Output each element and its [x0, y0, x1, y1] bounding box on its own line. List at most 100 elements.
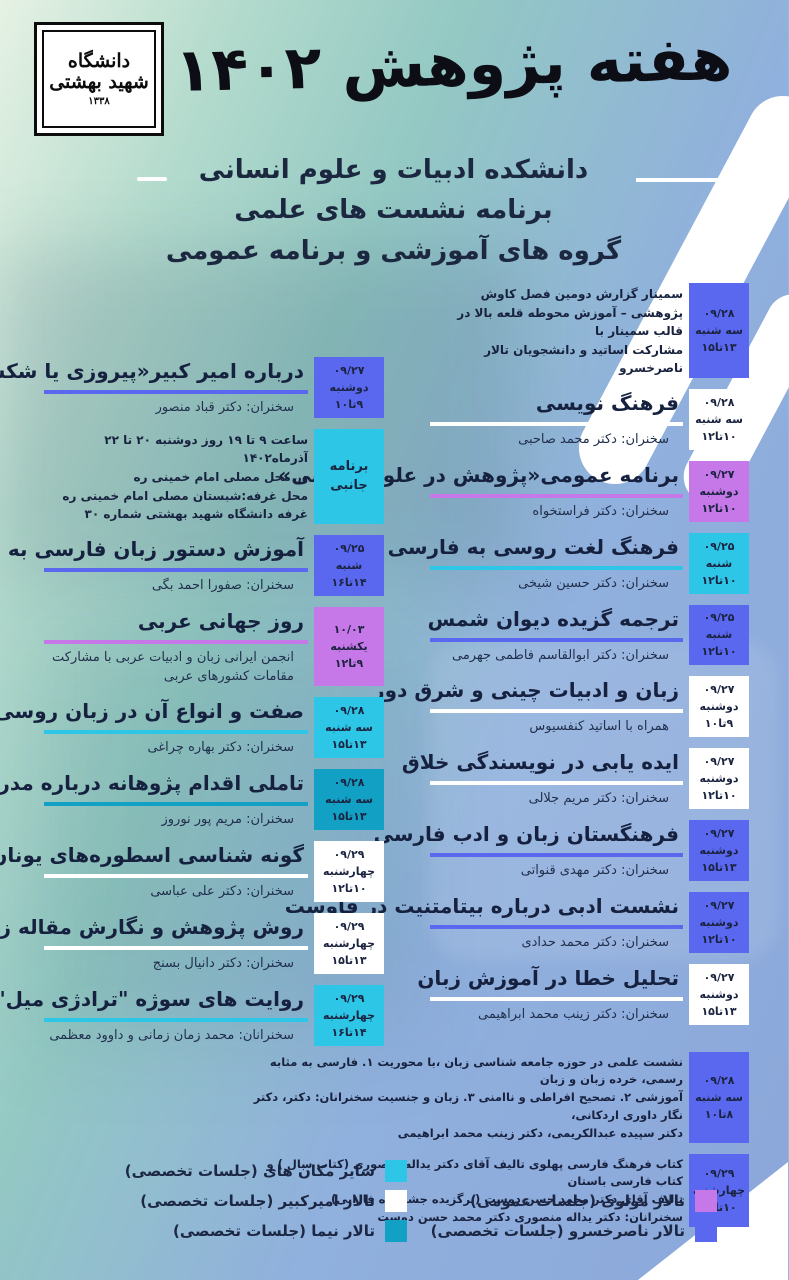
session-row: ۰۹/۲۷ دوشنبه ۹تا۱۰ زبان و ادبیات چینی و شرق… [374, 676, 750, 738]
date-chip: ۰۹/۲۸ سه شنبه ۸تا۱۰ [690, 1051, 750, 1143]
legend-label: تالار نیما (جلسات تخصصی) [174, 1222, 376, 1240]
chip-day: دوشنبه [700, 484, 740, 498]
session-row: ۰۹/۲۹ چهارشنبه ۱۰تا۱۲ گونه شناسی اسطوره‌های… [0, 841, 385, 902]
event-speaker: همراه با اساتید کنفسیوس [530, 719, 670, 735]
chip-time: ۱۰تا۱۲ [702, 429, 738, 443]
event-title-underline: نشست ادبی درباره بیتامتنیت در فاوست [286, 892, 684, 929]
event-speaker: سخنران: دکتر فراستخواه [533, 503, 670, 519]
date-chip: ۰۹/۲۸ سه شنبه ۱۳تا۱۵ [690, 283, 750, 378]
chip-day: سه شنبه [696, 1090, 744, 1104]
chip-time: ۱۰تا۱۲ [702, 573, 738, 587]
chip-date: ۰۹/۲۵ [704, 539, 736, 553]
chip-date: ۰۹/۲۸ [704, 306, 736, 320]
legend-row: تالار نیما (جلسات تخصصی) [174, 1220, 408, 1242]
event-body: روایت های سوژه "ترادژی میل" سخنرانان: محم… [0, 985, 309, 1046]
chip-date: ۰۹/۲۸ [334, 776, 366, 790]
chip-day: شنبه [706, 556, 734, 570]
date-chip: ۰۹/۲۸ سه شنبه ۱۳تا۱۵ [315, 697, 385, 759]
event-title: روز جهانی عربی [138, 608, 305, 633]
university-logo-year: ۱۳۳۸ [89, 96, 111, 108]
event-body: روش پژوهش و نگارش مقاله زبان فرانسه سخنرا… [0, 913, 309, 974]
chip-day: دوشنبه [700, 772, 740, 786]
legend-label: تالار امیرکبیر (جلسات تخصصی) [141, 1192, 376, 1210]
chip-day: سه شنبه [696, 323, 744, 337]
date-chip: ۰۹/۲۷ دوشنبه ۱۰تا۱۲ [690, 748, 750, 810]
legend-right: تالار مولوی (جلسات عمومی) تالار ناصرخسرو … [432, 1190, 718, 1242]
event-title: آموزش دستور زبان فارسی به غیر فارسی زبان… [0, 536, 305, 561]
chip-date: ۰۹/۲۸ [334, 704, 366, 718]
chip-time: ۱۰تا۱۲ [332, 881, 368, 895]
legend-swatch [386, 1190, 408, 1212]
subtitle-line: گروه های آموزشی و برنامه عمومی [166, 235, 623, 266]
note-row: ۰۹/۲۸ سه شنبه ۱۳تا۱۵ سمینار گزارش دومین فصل… [431, 283, 750, 378]
event-body: نشست علمی در حوزه جامعه شناسی زبان ،با م… [238, 1052, 684, 1143]
event-title: تاملی اقدام پژوهانه درباره مدرسان آزفا [0, 771, 305, 796]
session-row: ۰۹/۲۷ دوشنبه ۱۳تا۱۵ تحلیل خطا در آموزش زبان… [418, 963, 750, 1025]
chip-day: چهارشنبه [323, 1008, 377, 1022]
chip-day: شنبه [336, 558, 364, 572]
legend-swatch [386, 1220, 408, 1242]
chip-day: چهارشنبه [323, 864, 377, 878]
event-title: فرهنگ نویسی [536, 390, 680, 415]
session-row: ۰۹/۲۷ دوشنبه ۱۳تا۱۵ فرهنگستان زبان و ادب فا… [375, 820, 750, 881]
event-body: فرهنگ نویسی سخنران: دکتر محمد صاحبی [431, 389, 684, 450]
chip-time: ۱۰تا۱۲ [702, 501, 738, 515]
event-speaker: سخنران: مریم پور نوروز [162, 812, 295, 828]
event-title: فرهنگستان زبان و ادب فارسی [374, 822, 680, 847]
event-title-underline: فرهنگ لغت روسی به فارسی [389, 533, 684, 570]
chip-date: ۰۹/۲۸ [704, 1073, 736, 1087]
chip-time: ۱۴تا۱۶ [332, 1025, 368, 1039]
session-row: ۰۹/۲۸ سه شنبه ۱۳تا۱۵ تاملی اقدام پژوهانه در… [0, 769, 385, 831]
session-row: ۰۹/۲۷ دوشنبه ۱۰تا۱۲ برنامه عمومی«پژوهش در ع… [279, 460, 750, 522]
event-body: صفت و انواع آن در زبان روسی سخنران: دکتر … [0, 697, 309, 758]
event-body: سمینار گزارش دومین فصل کاوش پژوهشی – آمو… [431, 283, 684, 378]
event-title: ترجمه گزیده دیوان شمس [428, 606, 680, 631]
session-row: ۱۰/۰۳ یکشنبه ۹تا۱۲ روز جهانی عربی انجمن ایرا… [45, 606, 385, 687]
chip-date: ۰۹/۲۹ [334, 919, 366, 933]
event-title-underline: صفت و انواع آن در زبان روسی [0, 697, 309, 735]
event-title: گونه شناسی اسطوره‌های یونان باستان [0, 843, 305, 868]
event-speaker: سخنران: دکتر قباد منصور [156, 400, 295, 415]
date-chip: ۱۰/۰۳ یکشنبه ۹تا۱۲ [315, 606, 385, 687]
event-title-underline: درباره امیر کبیر«پیروزی یا شکست قاجاریه» [0, 357, 309, 394]
chip-day: چهارشنبه [323, 936, 377, 950]
event-title-underline: گونه شناسی اسطوره‌های یونان باستان [0, 841, 309, 879]
chip-time: ۱۳تا۱۵ [332, 810, 368, 824]
date-chip: ۰۹/۲۸ سه شنبه ۱۳تا۱۵ [315, 769, 385, 831]
event-title: روایت های سوژه "ترادژی میل" [0, 986, 305, 1011]
university-logo: دانشگاه شهید بهشتی ۱۳۳۸ [35, 22, 165, 136]
event-title-underline: روایت های سوژه "ترادژی میل" [0, 985, 309, 1022]
line-decoration [637, 178, 789, 182]
event-body: تاملی اقدام پژوهانه درباره مدرسان آزفا سخ… [0, 769, 309, 830]
legend-row: تالار ناصرخسرو (جلسات تخصصی) [432, 1220, 718, 1242]
date-chip: ۰۹/۲۷ دوشنبه ۱۰تا۱۲ [690, 460, 750, 522]
chip-day: دوشنبه [700, 987, 740, 1001]
chip-date: ۰۹/۲۵ [704, 611, 736, 625]
legend-swatch [696, 1220, 718, 1242]
date-chip: ۰۹/۲۸ سه شنبه ۱۰تا۱۲ [690, 388, 750, 450]
chip-time: ۱۰تا۱۲ [702, 645, 738, 659]
event-title: روش پژوهش و نگارش مقاله زبان فرانسه [0, 914, 305, 939]
chip-day: دوشنبه [700, 700, 740, 714]
event-title-underline: روز جهانی عربی [45, 607, 309, 644]
legend-row: تالار مولوی (جلسات عمومی) [471, 1190, 718, 1212]
chip-day: سه شنبه [696, 412, 744, 426]
event-body: فرهنگ لغت روسی به فارسی سخنران: دکتر حسین… [389, 533, 684, 594]
chip-label: برنامه جانبی [330, 458, 370, 494]
chip-time: ۱۴تا۱۶ [332, 575, 368, 589]
event-title: زبان و ادبیات چینی و شرق دور [374, 678, 680, 703]
chip-time: ۱۳تا۱۵ [332, 738, 368, 752]
chip-time: ۱۳تا۱۵ [702, 341, 738, 354]
event-title: تحلیل خطا در آموزش زبان [418, 965, 680, 990]
chip-day: سه شنبه [326, 721, 374, 735]
session-row: ۰۹/۲۹ چهارشنبه ۱۴تا۱۶ روایت های سوژه "ترادژ… [0, 984, 385, 1046]
event-speaker: سخنران: دکتر حسین شیخی [519, 575, 670, 591]
session-row: ۰۹/۲۷ دوشنبه ۹تا۱۰ درباره امیر کبیر«پیروزی … [0, 357, 385, 418]
chip-time: ۱۳تا۱۵ [332, 953, 368, 967]
note-row: برنامه جانبی ساعت ۹ تا ۱۹ روز دوشنبه ۲۰ ت… [45, 428, 385, 524]
note-text: ساعت ۹ تا ۱۹ روز دوشنبه ۲۰ تا ۲۲ آذرماه۱… [63, 432, 309, 522]
event-body: آموزش دستور زبان فارسی به غیر فارسی زبان… [0, 535, 309, 596]
legend-label: تالار ناصرخسرو (جلسات تخصصی) [431, 1222, 686, 1240]
event-speaker: انجمن ایرانی زبان و ادبیات عربی با مشارک… [53, 649, 295, 684]
session-row: ۰۹/۲۵ شنبه ۱۰تا۱۲ فرهنگ لغت روسی به فارسی سخ… [389, 532, 750, 594]
